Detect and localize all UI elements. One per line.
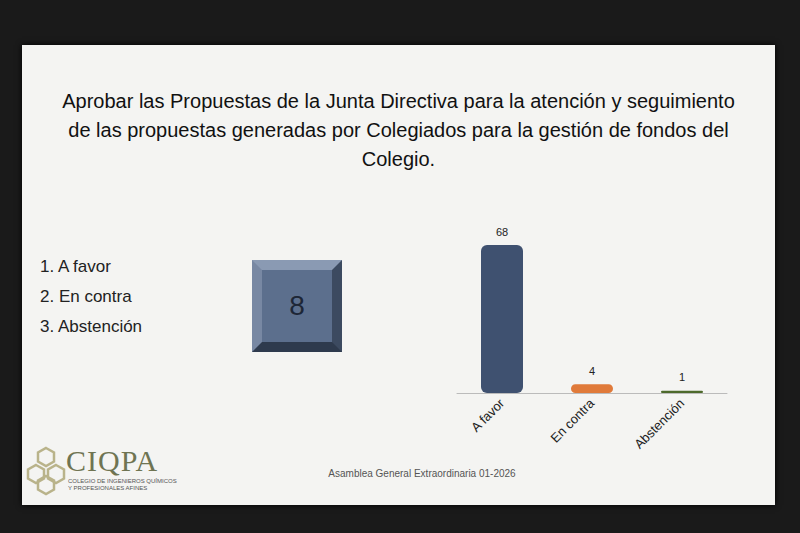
svg-text:4: 4 bbox=[589, 365, 595, 377]
svg-text:Abstención: Abstención bbox=[631, 396, 687, 452]
svg-text:68: 68 bbox=[496, 226, 508, 238]
html-text:8: 8 bbox=[289, 290, 305, 321]
html-text:Y PROFESIONALES AFINES: Y PROFESIONALES AFINES bbox=[68, 485, 148, 491]
svg-text:A favor: A favor bbox=[468, 395, 508, 435]
html-text:3. Abstención: 3. Abstención bbox=[40, 317, 143, 336]
html-text:2. En contra: 2. En contra bbox=[40, 287, 132, 306]
svg-text:En contra: En contra bbox=[547, 395, 597, 445]
html-text:Aprobar las Propuestas de la J: Aprobar las Propuestas de la Junta Direc… bbox=[62, 90, 735, 170]
html-text:COLEGIO DE INGENIEROS QUÍMICOS: COLEGIO DE INGENIEROS QUÍMICOS bbox=[68, 478, 177, 484]
html-text:1. A favor: 1. A favor bbox=[40, 257, 111, 276]
html-text:CIQPA: CIQPA bbox=[66, 444, 159, 477]
svg-text:1: 1 bbox=[679, 371, 685, 383]
html-text:Asamblea General Extraordinari: Asamblea General Extraordinaria 01-2026 bbox=[328, 468, 516, 479]
